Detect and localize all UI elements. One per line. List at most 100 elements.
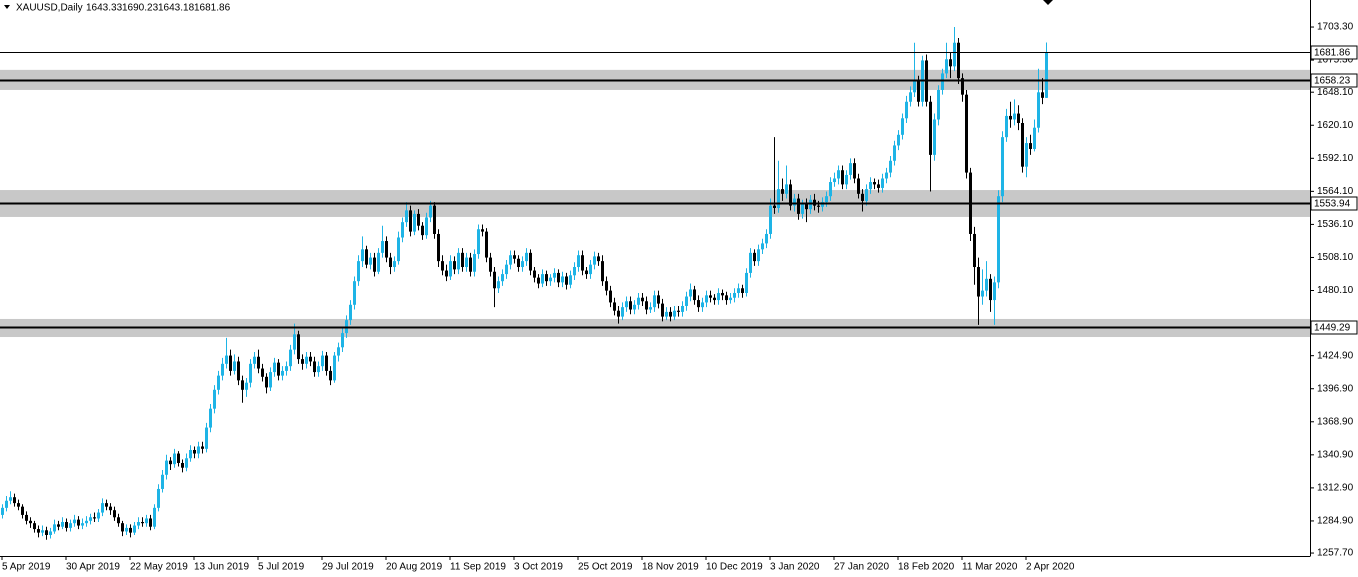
candle-body xyxy=(949,59,952,67)
candle-body xyxy=(369,257,372,265)
candle-body xyxy=(653,295,656,308)
candle-body xyxy=(9,497,12,501)
candle-body xyxy=(325,355,328,371)
candle-body xyxy=(489,257,492,272)
candle-body xyxy=(197,446,200,454)
candle-body xyxy=(461,252,464,268)
candle-body xyxy=(49,531,52,535)
candle-body xyxy=(885,172,888,179)
candle-body xyxy=(889,160,892,173)
candle-body xyxy=(613,302,616,311)
candle-body xyxy=(433,205,436,234)
candle-body xyxy=(857,178,860,194)
ohlc-low: 1643.18 xyxy=(158,3,195,14)
level-label-box xyxy=(1310,45,1358,60)
candle-body xyxy=(317,366,320,373)
candle-body xyxy=(425,217,428,236)
candle-body xyxy=(597,256,600,262)
candle-body xyxy=(481,229,484,232)
candle-body xyxy=(353,281,356,305)
candle-body xyxy=(293,334,296,350)
candle-body xyxy=(225,355,228,364)
candle-body xyxy=(985,278,988,291)
candle-body xyxy=(373,257,376,272)
shift-marker xyxy=(1043,0,1053,5)
candle-body xyxy=(269,372,272,388)
level-label-box xyxy=(1310,73,1358,88)
candle-body xyxy=(157,488,160,508)
candle-body xyxy=(393,261,396,268)
candle-body xyxy=(265,376,268,388)
candle-body xyxy=(385,241,388,258)
candle-body xyxy=(709,295,712,298)
candle-body xyxy=(497,281,500,289)
candle-body xyxy=(657,295,660,304)
candle-body xyxy=(477,229,480,255)
candle-body xyxy=(937,89,940,120)
candle-body xyxy=(445,270,448,277)
candle-body xyxy=(909,92,912,102)
candle-body xyxy=(733,292,736,298)
candle-body xyxy=(965,94,968,173)
candle-body xyxy=(97,512,100,519)
candle-body xyxy=(409,210,412,232)
candle-body xyxy=(1001,137,1004,197)
candle-body xyxy=(681,305,684,312)
candle-body xyxy=(365,249,368,265)
candle-body xyxy=(17,503,20,507)
candle-body xyxy=(725,295,728,301)
y-tick-label: 1257.70 xyxy=(1317,548,1354,559)
candle-body xyxy=(545,274,548,282)
candle-body xyxy=(529,252,532,271)
candle-body xyxy=(121,523,124,532)
candle-body xyxy=(517,258,520,268)
candle-body xyxy=(941,73,944,90)
candle-body xyxy=(509,255,512,265)
candle-body xyxy=(213,389,216,409)
candle-body xyxy=(401,222,404,238)
candle-body xyxy=(453,261,456,270)
candle-body xyxy=(565,276,568,285)
candle-body xyxy=(761,243,764,250)
menu-arrow[interactable] xyxy=(4,5,10,9)
level-label: 1553.94 xyxy=(1314,199,1351,210)
candle-body xyxy=(837,170,840,179)
candle-body xyxy=(57,524,60,527)
candle-body xyxy=(1045,52,1048,98)
candle-body xyxy=(865,189,868,201)
y-tick-label: 1564.10 xyxy=(1317,186,1354,197)
candle-body xyxy=(581,255,584,271)
candle-body xyxy=(749,252,752,273)
candle-body xyxy=(953,42,956,67)
candle-body xyxy=(145,518,148,524)
candle-body xyxy=(421,225,424,236)
candle-body xyxy=(273,362,276,373)
candle-body xyxy=(801,204,804,214)
candle-body xyxy=(201,446,204,449)
level-label-box xyxy=(1310,320,1358,335)
candle-body xyxy=(693,289,696,301)
candle-body xyxy=(37,529,40,533)
candle-body xyxy=(361,249,364,262)
y-tick-label: 1620.10 xyxy=(1317,120,1354,131)
candle-body xyxy=(1017,113,1020,124)
candle-body xyxy=(297,334,300,360)
candle-body xyxy=(753,252,756,262)
x-tick-label: 30 Apr 2019 xyxy=(66,562,120,573)
candle-body xyxy=(905,101,908,119)
candle-body xyxy=(177,453,180,463)
candle-body xyxy=(605,281,608,291)
candle-body xyxy=(165,460,168,475)
x-tick-label: 5 Jul 2019 xyxy=(258,562,305,573)
candle-body xyxy=(69,523,72,528)
ohlc-close: 1681.86 xyxy=(194,3,231,14)
candle-body xyxy=(833,178,836,183)
y-tick-label: 1480.10 xyxy=(1317,285,1354,296)
candle-body xyxy=(169,460,172,465)
x-tick-label: 11 Mar 2020 xyxy=(962,562,1018,573)
candle-body xyxy=(233,361,236,371)
candle-body xyxy=(549,277,552,282)
candle-body xyxy=(405,210,408,223)
